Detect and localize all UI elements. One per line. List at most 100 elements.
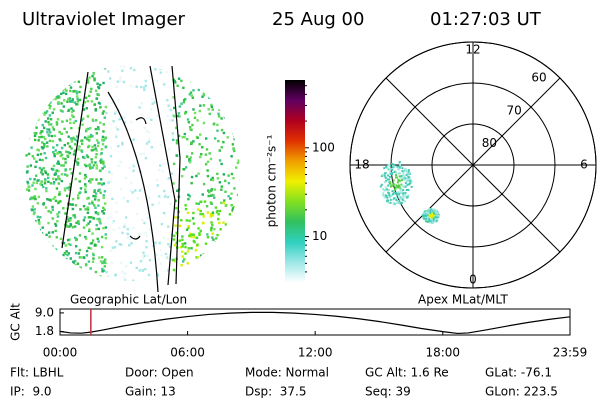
speckle [123, 272, 126, 276]
aurora-speckle [395, 191, 398, 194]
lat-ring-label: 80 [482, 136, 497, 150]
speckle [238, 195, 240, 199]
speckle [115, 85, 118, 89]
aurora-speckle [392, 179, 395, 182]
speckle [223, 199, 226, 202]
speckle [75, 278, 78, 281]
speckle [66, 253, 69, 257]
speckle [230, 221, 233, 225]
speckle [185, 228, 189, 232]
speckle [96, 82, 99, 85]
speckle [95, 164, 99, 167]
speckle [208, 256, 211, 260]
speckle [38, 166, 42, 170]
speckle [34, 244, 37, 248]
speckle [75, 245, 78, 248]
speckle [55, 121, 59, 124]
speckle [196, 277, 200, 280]
speckle [34, 132, 37, 135]
speckle [26, 118, 29, 122]
speckle [24, 196, 27, 199]
speckle [38, 221, 41, 224]
speckle [121, 116, 125, 119]
speckle [159, 262, 162, 265]
aurora-speckle [387, 188, 390, 191]
speckle [166, 114, 169, 118]
speckle [87, 216, 91, 219]
speckle [44, 137, 47, 141]
aurora-speckle [400, 187, 403, 190]
speckle [222, 274, 225, 277]
speckle [179, 270, 182, 273]
speckle [217, 263, 220, 267]
aurora-speckle [392, 163, 395, 166]
speckle [232, 277, 236, 281]
speckle [211, 211, 215, 214]
speckle [40, 280, 44, 281]
aurora-speckle [423, 211, 426, 214]
speckle [34, 219, 37, 223]
speckle [54, 149, 57, 152]
speckle [89, 90, 92, 93]
speckle [41, 226, 44, 229]
speckle [213, 188, 217, 191]
speckle [192, 140, 195, 143]
speckle [105, 270, 108, 274]
speckle [218, 149, 221, 152]
speckle [69, 118, 72, 121]
speckle [188, 157, 191, 161]
speckle [153, 101, 156, 104]
speckle [198, 109, 202, 113]
speckle [34, 197, 37, 201]
speckle [67, 219, 71, 222]
speckle [134, 235, 137, 239]
speckle [181, 260, 185, 263]
speckle [29, 177, 32, 181]
speckle [31, 101, 34, 105]
speckle [88, 229, 91, 233]
aurora-speckle [392, 202, 395, 205]
speckle [215, 73, 219, 77]
speckle [57, 102, 60, 105]
speckle [164, 193, 167, 196]
speckle [114, 134, 118, 137]
speckle [39, 216, 42, 219]
speckle [52, 279, 55, 281]
speckle [57, 201, 60, 205]
aurora-speckle [403, 200, 406, 203]
speckle [33, 65, 36, 68]
speckle [209, 213, 213, 216]
speckle [47, 120, 50, 124]
speckle [199, 265, 203, 269]
speckle [68, 225, 71, 228]
speckle [196, 256, 200, 259]
aurora-speckle [400, 165, 403, 168]
speckle [192, 235, 196, 239]
speckle [37, 87, 40, 90]
aurora-speckle [410, 185, 413, 188]
speckle [79, 256, 83, 259]
info-field: Door: Open [125, 366, 194, 380]
speckle [224, 99, 228, 102]
speckle [32, 247, 36, 250]
speckle [97, 101, 101, 105]
speckle [45, 247, 48, 250]
speckle [202, 82, 206, 86]
speckle [55, 187, 59, 190]
speckle [87, 127, 90, 131]
speckle [67, 66, 71, 70]
speckle [223, 96, 226, 100]
speckle [41, 173, 44, 176]
speckle [57, 259, 61, 262]
colorbar-tick-label: 100 [312, 140, 335, 154]
aurora-speckle [391, 190, 394, 193]
speckle [213, 227, 216, 231]
speckle [225, 65, 229, 68]
speckle [172, 65, 175, 68]
speckle [63, 189, 67, 192]
speckle [48, 134, 51, 137]
speckle [65, 131, 68, 134]
speckle [35, 228, 39, 231]
speckle [167, 104, 170, 107]
speckle [62, 79, 65, 83]
